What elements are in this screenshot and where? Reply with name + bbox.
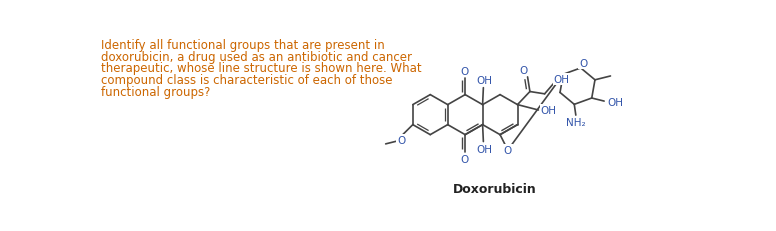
Text: OH: OH xyxy=(554,75,570,85)
Text: NH₂: NH₂ xyxy=(566,118,586,128)
Text: doxorubicin, a drug used as an antibiotic and cancer: doxorubicin, a drug used as an antibioti… xyxy=(101,50,412,63)
Text: Doxorubicin: Doxorubicin xyxy=(452,182,536,195)
Text: Identify all functional groups that are present in: Identify all functional groups that are … xyxy=(101,38,385,52)
Text: OH: OH xyxy=(476,76,492,86)
Text: OH: OH xyxy=(607,97,623,107)
Text: O: O xyxy=(579,59,587,69)
Text: OH: OH xyxy=(541,106,556,116)
Text: O: O xyxy=(520,66,528,76)
Text: O: O xyxy=(460,154,469,164)
Text: therapeutic, whose line structure is shown here. What: therapeutic, whose line structure is sho… xyxy=(101,62,421,75)
Text: OH: OH xyxy=(476,145,492,155)
Text: O: O xyxy=(397,135,405,145)
Text: functional groups?: functional groups? xyxy=(101,86,210,99)
Text: O: O xyxy=(504,145,512,155)
Text: compound class is characteristic of each of those: compound class is characteristic of each… xyxy=(101,74,393,87)
Text: O: O xyxy=(460,67,469,76)
